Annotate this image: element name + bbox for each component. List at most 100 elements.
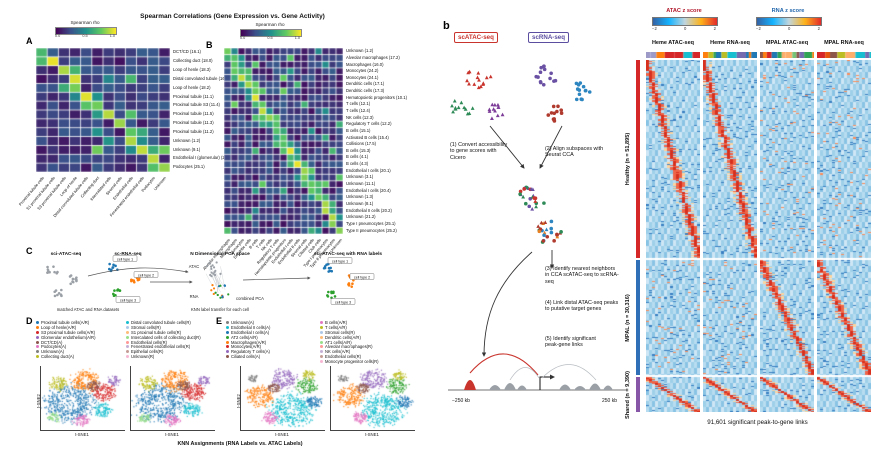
cell-dot [577,88,582,92]
legend-swatch [126,340,129,344]
cell-dot [521,194,526,199]
pca-space-header: N Dimensional PCA space [190,251,250,257]
legend-label: S3 proximal tubule cells(A/R) [41,329,95,335]
legend-label: Unknown(R) [131,354,155,360]
colorbar-b-label: Spearman rho [255,22,285,27]
steps-to-track-arrow [481,251,533,357]
legend-swatch [126,330,129,334]
cell-dot [542,233,546,238]
legend-item: Endothelial I cells(A) [226,330,270,335]
cell-dot [329,266,332,270]
cell-dot [544,227,549,232]
legend-swatch [320,340,323,344]
cell-dot [330,291,333,295]
peak-gene-link-arc-grey [509,367,540,381]
cell-dot [574,97,579,102]
rna-zscore-ticks: −2 0 2 [756,26,820,31]
cell-dot [327,270,330,273]
cell-dot [213,273,217,277]
cell-type-tag-label: cell type 2 [354,276,370,280]
cell-dot [495,113,500,118]
legend-label: AT2 cells(A/R) [231,334,258,340]
colorbar-a-label: Spearman rho [70,20,100,25]
legend-label: Epithelial cells(R) [131,349,164,355]
legend-swatch [126,355,129,359]
legend-item: S3 proximal tubule cells(A/R) [36,330,95,335]
cell-dot [559,230,563,234]
cell-dot [470,106,475,110]
legend-swatch [226,335,229,339]
cell-dot [212,292,215,296]
heatmap-row-label: Endothelial I (glomerular) (22.3) [173,155,232,161]
legend-label: AT1 cells(A/R) [325,339,352,345]
cell-dot [57,291,61,295]
scrna-seq-title: scRNA-seq [528,32,570,43]
cell-dot [223,284,226,287]
cell-dot [325,263,328,267]
heatmap-row-label: Collisions (17.5) [346,141,377,147]
heatmap-row-label: Regulatory T cells (12.2) [346,121,392,127]
legend-swatch [126,345,129,349]
cluster-annotation-bar-4 [817,52,871,58]
cell-dot [551,117,556,121]
workflow-step-2: (2) Align subspaces with Seurat CCA [545,146,604,159]
workflow-step-4: (4) Link distal ATAC-seq peaks to putati… [545,300,619,313]
cell-type-tag-box [112,255,138,262]
tsne-plot-d2 [130,366,215,431]
heatmap-row-label: B cells (15.3) [346,147,371,153]
legend-label: Stromal cells(R) [131,324,161,330]
heatmap-b [224,48,343,234]
gene-tss-arrow [539,374,555,390]
legend-item: Alveolar macrophages(R) [320,344,379,349]
workflow-step-3: (3) Identify nearest neighbors in CCA sc… [545,266,619,285]
cell-dot [496,102,500,107]
cell-dot [351,282,354,285]
legend-swatch [226,355,229,359]
legend-label: B cells(A/R) [325,319,348,325]
heatmap-row-label: Unknown (1.2) [346,48,374,54]
combined-pca-label: combined PCA [236,296,264,301]
colorbar-tick: 0.5 [82,34,88,38]
cell-dot [347,282,351,285]
heatmap-row-label: Unknown (9.1) [173,146,201,152]
heatmap-row-label: Monocytes (24.2) [346,68,379,74]
knn-edge [205,273,213,286]
atac-dataset-header: sci-ATAC-seq [51,251,82,257]
heatmap-row-label: B cells (4.1) [346,154,369,160]
legend-item: T cells(A/R) [320,325,379,330]
legend-swatch [126,320,129,324]
p2g-heatmap-heme-rna [703,60,757,412]
p2g-heatmap-mpal-rna [817,60,871,412]
colorbar-tick: 1.0 [109,34,115,38]
cell-dot [208,262,212,265]
cell-dot [212,266,216,269]
heatmap-row-label: Unknown (3.1) [346,174,374,180]
result-header: sci-ATAC-seq with RNA labels [314,251,382,257]
cell-dot [111,266,115,269]
cell-dot [552,239,556,243]
heatmap-row-label: B cells (4.3) [346,161,369,167]
legend-label: Intercalated cells of collecting duct(R) [131,334,201,340]
legend-item: Dendritic cells(A/R) [320,335,379,340]
legend-swatch [320,335,323,339]
colorbar-tick: 0.0 [240,36,246,40]
panel-c-diagram: sci-ATAC-seq sc-RNA-seq N Dimensional PC… [46,251,382,312]
heatmap-row-label: Activated B cells (15.4) [346,134,389,140]
legend-label: DCT/CD(A) [41,339,63,345]
cell-dot [452,98,457,103]
cell-dot [211,264,214,267]
legend-label: NK cells(A/R) [325,349,351,355]
cell-dot [212,287,216,290]
cell-dot [518,192,522,196]
kb-right-label: 250 kb [602,398,617,404]
spearman-title: Spearman Correlations (Gene Expression v… [140,13,325,20]
legend-swatch [126,325,129,329]
heatmap-col-label: Proximal tubule cells [17,175,45,207]
cell-dot [500,112,505,117]
cell-dot [541,239,546,243]
heatmap-row-label: Macrophages (16.0) [346,61,384,67]
heatmap-row-label: NK cells (12.3) [346,114,374,120]
heatmap-a-col-labels: Proximal tubule cells S1 proximal tubule … [17,174,170,218]
heatmap-row-label: Distal convoluted tubule (16.4) [173,75,230,81]
cell-dot [46,271,49,274]
